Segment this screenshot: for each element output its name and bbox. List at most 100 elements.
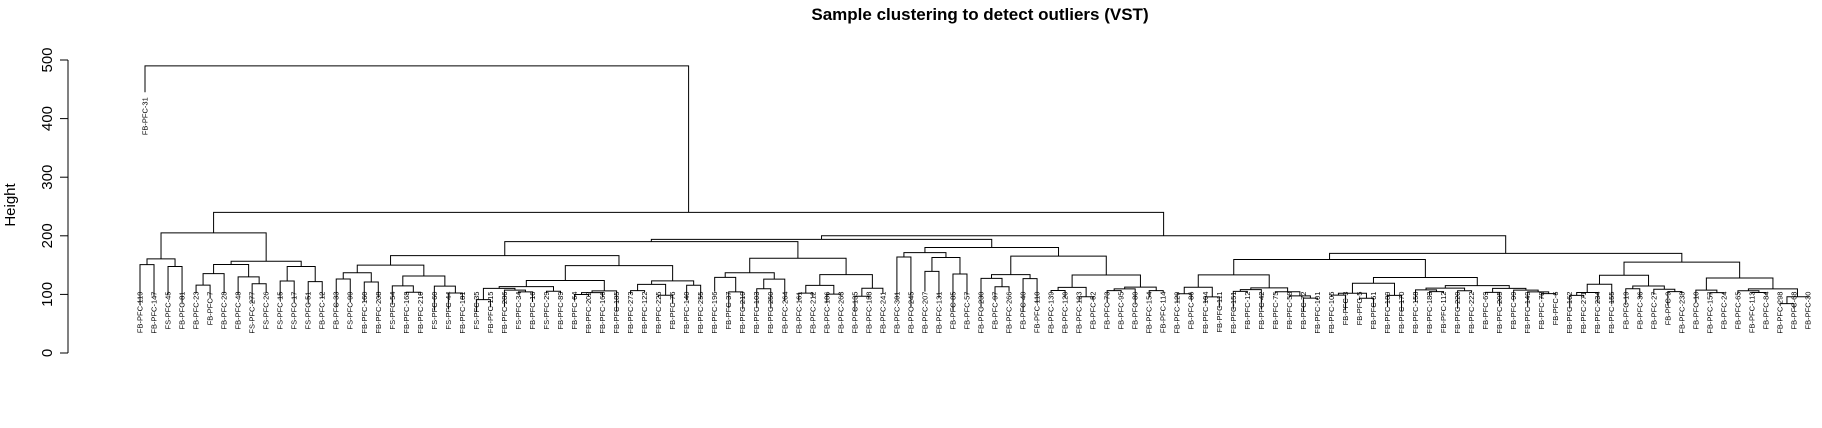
- dendrogram-branch: [342, 272, 372, 282]
- leaf-label: FB-PFC-158: [1411, 292, 1420, 334]
- leaf-label: FB-PFC-298: [1775, 292, 1784, 334]
- leaf-label: FB-PFC-95: [1117, 292, 1126, 330]
- dendrogram-branch: [1250, 287, 1289, 292]
- dendrogram-branch: [630, 290, 646, 295]
- leaf-label: FB-PFC-113: [1747, 292, 1756, 334]
- dendrogram-branch: [1183, 286, 1213, 297]
- leaf-label: FS-PFC-44: [444, 292, 453, 330]
- dendrogram-branch: [213, 211, 1165, 236]
- leaf-label: FB-PFC-80: [1131, 292, 1140, 330]
- leaf-label: FS-PFC-26: [262, 292, 271, 330]
- dendrogram-branch: [686, 284, 702, 301]
- leaf-label: FB-PFC-40: [1019, 292, 1028, 330]
- leaf-label: FB-PFC-61: [1369, 292, 1378, 330]
- dendrogram-branch: [805, 284, 835, 295]
- dendrogram-branch: [564, 265, 674, 281]
- leaf-label: FB-PFC-263: [836, 292, 845, 334]
- leaf-label: FS-PFC-51: [304, 292, 313, 330]
- leaf-label: FB-PFC-170: [1397, 292, 1406, 334]
- leaf-label: FB-PFC-6: [1551, 292, 1560, 326]
- leaf-label: FB-PFC-162: [1565, 292, 1574, 334]
- dendrogram-branch: [230, 260, 302, 267]
- leaf-label: FB-PFC-207: [920, 292, 929, 334]
- dendrogram-branch: [1239, 289, 1262, 310]
- dendrogram-branch: [390, 255, 620, 266]
- dendrogram-branch: [1372, 277, 1478, 286]
- leaf-label: FB-PFC-183: [1425, 292, 1434, 334]
- dendrogram-branch: [202, 273, 225, 294]
- leaf-label: FB-PFC-273: [626, 292, 635, 334]
- leaf-label: FB-PFC-264: [780, 292, 789, 334]
- leaf-label: FB-PFC-189: [1383, 292, 1392, 334]
- leaf-label: FB-PFC-212: [808, 292, 817, 334]
- dendrogram-branch: [1737, 290, 1760, 294]
- leaf-label: FB-PFC-250: [766, 292, 775, 334]
- leaf-label: FB-PFC-101: [1313, 292, 1322, 334]
- leaf-label: FB-PFC-30: [1803, 292, 1812, 330]
- leaf-label: FB-PFC-12: [1243, 292, 1252, 330]
- dendrogram-branch: [826, 293, 842, 304]
- leaf-label: FB-PFC-147: [150, 292, 159, 334]
- leaf-label: FB-PFC-57: [962, 292, 971, 330]
- dendrogram-branch: [1329, 252, 1683, 263]
- dendrogram-branch: [1625, 288, 1641, 305]
- dendrogram-branch: [637, 283, 667, 296]
- leaf-label: FB-PFC-129: [1173, 292, 1182, 334]
- leaf-label: FB-PFC-149: [1523, 292, 1532, 334]
- leaf-label: FB-PFC-104: [1201, 292, 1210, 334]
- leaf-label: FB-PFC-225: [654, 292, 663, 334]
- dendrogram-branch: [924, 270, 940, 299]
- dendrogram-branch: [251, 283, 267, 304]
- leaf-label: FB-PFC-64: [570, 292, 579, 330]
- y-axis: 0 100 200 300 400 500: [39, 47, 69, 357]
- dendrogram-branch: [854, 295, 870, 312]
- leaf-label: FS-PFC-277: [248, 292, 257, 334]
- dendrogram-branch: [213, 263, 250, 277]
- leaf-label: FB-PFC-33: [332, 292, 341, 330]
- leaf-labels: FB-PFC-31 FB-PFC-119 FB-PFC-147 FS-PFC-45 FB…: [136, 97, 1813, 333]
- dendrogram-branch: [1358, 297, 1374, 308]
- dendrogram-branch: [139, 264, 155, 306]
- leaf-label: FB-PFC-114: [1159, 292, 1168, 334]
- chart-title: Sample clustering to detect outliers (VS…: [811, 5, 1148, 24]
- dendrogram-branch: [861, 287, 884, 297]
- leaf-label: FB-PFC-9: [1663, 292, 1672, 326]
- leaf-label: FB-PFC-123: [1075, 292, 1084, 334]
- dendrogram-branch: [1786, 296, 1809, 304]
- dendrogram-branch: [1576, 291, 1599, 304]
- dendrogram-branch: [650, 238, 993, 248]
- leaf-label: FB-PFC-99: [1509, 292, 1518, 330]
- leaf-label: FB-PFC-48: [234, 292, 243, 330]
- leaf-label: FB-PFC-210: [416, 292, 425, 334]
- dendrogram-branch: [1197, 274, 1270, 288]
- y-tick-label: 0: [39, 349, 56, 357]
- dendrogram-branch: [1513, 289, 1539, 301]
- dendrogram-branch: [1527, 291, 1550, 308]
- leaf-label: FB-PFC-105: [1327, 292, 1336, 334]
- dendrogram-branch: [525, 280, 605, 291]
- leaf-label: FB-PFC-119: [136, 292, 145, 334]
- leaf-label: FS-PFC-60: [430, 292, 439, 330]
- leaf-label: FB-PFC-266: [1005, 292, 1014, 334]
- y-tick-label: 300: [39, 165, 56, 190]
- leaf-label: FB-PFC-140: [682, 292, 691, 334]
- leaf-label: FB-PFC-115: [486, 292, 495, 334]
- leaf-label: FB-PFC-222: [1467, 292, 1476, 334]
- dendrogram-branch: [658, 294, 674, 304]
- leaf-label: FB-PFC-75: [1271, 292, 1280, 330]
- leaf-label: FB-PFC-19: [1621, 292, 1630, 330]
- dendrogram-branch: [1598, 274, 1650, 286]
- leaf-label: FB-PFC-28: [220, 292, 229, 330]
- dendrogram-branch: [1632, 285, 1665, 290]
- leaf-label: FB-PFC-238: [1677, 292, 1686, 334]
- dendrogram-branch: [1751, 291, 1767, 296]
- leaf-label: FB-PFC-120: [1061, 292, 1070, 334]
- leaf-label: FB-PFC-7: [206, 292, 215, 326]
- leaf-label: FB-PFC-154: [1145, 292, 1154, 334]
- leaf-label: FB-PFC-196: [710, 292, 719, 334]
- dendrogram-tree: [139, 65, 1809, 312]
- leaf-label: FB-PFC-89: [556, 292, 565, 330]
- leaf-label: FB-PFC-168: [402, 292, 411, 334]
- leaf-label: FB-PFC-81: [178, 292, 187, 330]
